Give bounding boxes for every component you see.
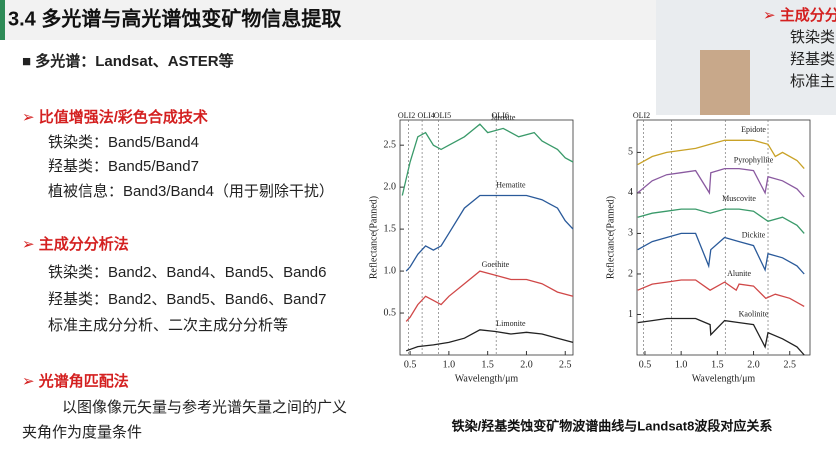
text-line: 植被信息：Band3/Band4（用于剔除干扰）	[48, 183, 334, 200]
text-line: 铁染类：Band5/Band4	[48, 134, 199, 151]
text-line: 以图像像元矢量与参考光谱矢量之间的广义	[62, 399, 347, 416]
text-line: 标准主成分分析、二次主成分分析等	[48, 316, 288, 334]
band-label: OLI6	[492, 111, 509, 120]
y-tick-label: 3	[628, 228, 633, 239]
spectrum-line	[637, 232, 805, 275]
band-label: OLI2	[633, 111, 650, 120]
series-label: Limonite	[496, 319, 526, 328]
band-label: OLI5	[434, 111, 451, 120]
series-label: Muscovite	[722, 194, 756, 203]
x-tick-label: 2.5	[783, 359, 796, 370]
series-label: Epidote	[741, 125, 766, 134]
x-axis-label: Wavelength/μm	[455, 373, 519, 384]
text-line: 羟基类：Band2、Band5、Band6、Band7	[48, 291, 327, 308]
spectrum-line	[405, 270, 574, 322]
slide-title: 3.4 多光谱与高光谱蚀变矿物信息提取	[8, 6, 341, 30]
method-heading: ➢ 比值增强法/彩色合成技术	[22, 108, 208, 126]
band-label: OLI4	[417, 111, 434, 120]
y-tick-label: 1	[628, 309, 633, 320]
spectrum-line	[405, 194, 574, 272]
series-label: Dickite	[742, 230, 766, 239]
presenter	[700, 50, 750, 115]
series-label: Jarosite	[491, 113, 516, 122]
inset-text: ➢ 主成分分	[763, 6, 836, 24]
x-tick-label: 0.5	[639, 359, 652, 370]
spectrum-line	[637, 167, 805, 198]
x-axis-label: Wavelength/μm	[692, 373, 756, 384]
figure-caption: 铁染/羟基类蚀变矿物波谱曲线与Landsat8波段对应关系	[451, 418, 773, 433]
inset-text: 标准主	[790, 73, 835, 90]
x-tick-label: 2.0	[747, 359, 760, 370]
y-tick-label: 4	[628, 187, 633, 198]
y-tick-label: 0.5	[384, 307, 397, 318]
y-tick-label: 1.5	[384, 223, 397, 234]
y-tick-label: 5	[628, 147, 633, 158]
x-tick-label: 1.5	[481, 359, 494, 370]
spectrum-line	[401, 123, 574, 196]
heading: ■ 多光谱：Landsat、ASTER等	[22, 52, 234, 70]
x-tick-label: 2.5	[559, 359, 572, 370]
y-axis-label: Reflectance(Panned)	[368, 196, 379, 279]
spectrum-line	[637, 139, 805, 170]
band-label: OLI2	[398, 111, 415, 120]
spectrum-line	[637, 208, 805, 234]
spectrum-line	[637, 279, 805, 307]
text-line: 羟基类：Band5/Band7	[48, 158, 199, 175]
inset-text: 羟基类	[790, 51, 835, 68]
series-label: Hematite	[496, 180, 526, 189]
y-axis-label: Reflectance(Panned)	[605, 196, 616, 279]
x-tick-label: 1.5	[711, 359, 724, 370]
x-tick-label: 1.0	[675, 359, 688, 370]
x-tick-label: 0.5	[404, 359, 417, 370]
spectrum-line	[405, 329, 574, 352]
title-bar	[0, 0, 656, 40]
method-heading: ➢ 光谱角匹配法	[22, 372, 129, 390]
spectrum-line	[637, 317, 805, 356]
inset-text: 铁染类	[790, 29, 835, 46]
title-accent	[0, 0, 5, 40]
x-tick-label: 1.0	[443, 359, 456, 370]
y-tick-label: 1.0	[384, 265, 397, 276]
y-tick-label: 2.0	[384, 181, 397, 192]
text-line: 夹角作为度量条件	[22, 424, 142, 441]
plot-frame	[636, 119, 811, 356]
series-label: Goethite	[482, 260, 510, 269]
series-label: Kaolinite	[739, 309, 769, 318]
series-label: Alunite	[727, 269, 751, 278]
series-label: Pyrophyllite	[734, 155, 774, 164]
method-heading: ➢ 主成分分析法	[22, 235, 129, 253]
y-tick-label: 2	[628, 268, 633, 279]
text-line: 铁染类：Band2、Band4、Band5、Band6	[48, 264, 327, 281]
y-tick-label: 2.5	[384, 139, 397, 150]
x-tick-label: 2.0	[520, 359, 533, 370]
plot-frame	[399, 119, 574, 356]
